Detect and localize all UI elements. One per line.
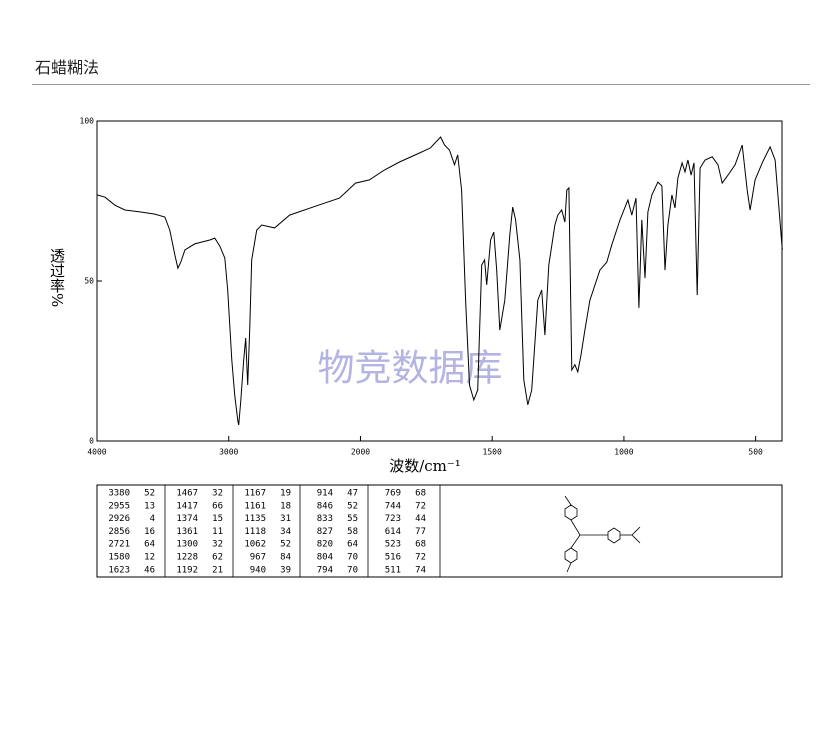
peak-wavenumber: 1167 bbox=[244, 489, 266, 499]
peak-transmittance: 52 bbox=[144, 489, 155, 499]
y-tick-label: 100 bbox=[80, 117, 95, 126]
peak-transmittance: 70 bbox=[347, 565, 358, 575]
y-tick-label: 50 bbox=[84, 277, 94, 286]
peak-transmittance: 84 bbox=[280, 553, 291, 563]
watermark: 物竞数据库 bbox=[318, 347, 503, 390]
peak-wavenumber: 511 bbox=[385, 565, 401, 575]
peak-wavenumber: 804 bbox=[317, 553, 333, 563]
peak-transmittance: 72 bbox=[415, 501, 426, 511]
peak-transmittance: 19 bbox=[280, 489, 291, 499]
peak-transmittance: 15 bbox=[212, 514, 223, 524]
peak-transmittance: 62 bbox=[212, 553, 223, 563]
peak-wavenumber: 846 bbox=[317, 501, 333, 511]
peak-transmittance: 11 bbox=[212, 527, 223, 537]
peak-transmittance: 12 bbox=[144, 553, 155, 563]
peak-transmittance: 39 bbox=[280, 565, 291, 575]
peak-transmittance: 64 bbox=[144, 540, 155, 550]
peak-transmittance: 31 bbox=[280, 514, 291, 524]
peak-wavenumber: 2856 bbox=[108, 527, 130, 537]
peak-wavenumber: 523 bbox=[385, 540, 401, 550]
peak-wavenumber: 1161 bbox=[244, 501, 266, 511]
peak-transmittance: 46 bbox=[144, 565, 155, 575]
peak-wavenumber: 3380 bbox=[108, 489, 130, 499]
peak-transmittance: 68 bbox=[415, 540, 426, 550]
peak-wavenumber: 827 bbox=[317, 527, 333, 537]
peak-transmittance: 21 bbox=[212, 565, 223, 575]
peak-wavenumber: 1192 bbox=[176, 565, 198, 575]
peak-wavenumber: 1300 bbox=[176, 540, 198, 550]
peak-wavenumber: 914 bbox=[317, 489, 333, 499]
table-dividers bbox=[164, 485, 441, 577]
peak-transmittance: 16 bbox=[144, 527, 155, 537]
peak-transmittance: 68 bbox=[415, 489, 426, 499]
x-axis-label: 波数/cm⁻¹ bbox=[389, 457, 461, 475]
peak-transmittance: 77 bbox=[415, 527, 426, 537]
peak-wavenumber: 2721 bbox=[108, 540, 130, 550]
peak-transmittance: 74 bbox=[415, 565, 426, 575]
peak-wavenumber: 516 bbox=[385, 553, 401, 563]
peak-wavenumber: 1580 bbox=[108, 553, 130, 563]
peak-transmittance: 47 bbox=[347, 489, 358, 499]
x-tick-label: 3000 bbox=[219, 448, 238, 457]
y-tick-label: 0 bbox=[89, 437, 94, 446]
peak-wavenumber: 967 bbox=[250, 553, 266, 563]
y-axis-label: 透过率% bbox=[48, 248, 66, 308]
peak-wavenumber: 769 bbox=[385, 489, 401, 499]
peak-transmittance: 32 bbox=[212, 489, 223, 499]
peak-wavenumber: 1467 bbox=[176, 489, 198, 499]
peak-wavenumber: 1361 bbox=[176, 527, 198, 537]
peak-wavenumber: 744 bbox=[385, 501, 401, 511]
peak-transmittance: 72 bbox=[415, 553, 426, 563]
peak-transmittance: 64 bbox=[347, 540, 358, 550]
spectrum-line bbox=[96, 136, 783, 426]
peak-wavenumber: 794 bbox=[317, 565, 333, 575]
peak-wavenumber: 1374 bbox=[176, 514, 198, 524]
peak-transmittance: 66 bbox=[212, 501, 223, 511]
peak-transmittance: 52 bbox=[280, 540, 291, 550]
peak-transmittance: 4 bbox=[150, 514, 155, 524]
page-title: 石蜡糊法 bbox=[35, 58, 100, 77]
peak-transmittance: 34 bbox=[280, 527, 291, 537]
peak-wavenumber: 1623 bbox=[108, 565, 130, 575]
x-tick-label: 1000 bbox=[614, 448, 633, 457]
x-tick-label: 2000 bbox=[351, 448, 370, 457]
peak-wavenumber: 820 bbox=[317, 540, 333, 550]
peak-wavenumber: 1135 bbox=[244, 514, 266, 524]
peak-table bbox=[96, 484, 783, 578]
x-tick-label: 1500 bbox=[483, 448, 502, 457]
peak-wavenumber: 2926 bbox=[108, 514, 130, 524]
peak-wavenumber: 2955 bbox=[108, 501, 130, 511]
structure bbox=[564, 495, 641, 573]
peak-wavenumber: 1417 bbox=[176, 501, 198, 511]
peak-transmittance: 58 bbox=[347, 527, 358, 537]
peak-transmittance: 70 bbox=[347, 553, 358, 563]
peak-wavenumber: 1062 bbox=[244, 540, 266, 550]
peak-transmittance: 44 bbox=[415, 514, 426, 524]
peak-wavenumber: 1228 bbox=[176, 553, 198, 563]
peak-wavenumber: 940 bbox=[250, 565, 266, 575]
peak-transmittance: 13 bbox=[144, 501, 155, 511]
peak-wavenumber: 1118 bbox=[244, 527, 266, 537]
peak-transmittance: 32 bbox=[212, 540, 223, 550]
peak-wavenumber: 833 bbox=[317, 514, 333, 524]
divider bbox=[32, 84, 810, 85]
x-tick-label: 4000 bbox=[87, 448, 106, 457]
peak-transmittance: 55 bbox=[347, 514, 358, 524]
peak-transmittance: 52 bbox=[347, 501, 358, 511]
plot-frame bbox=[96, 120, 783, 442]
peak-transmittance: 18 bbox=[280, 501, 291, 511]
x-tick-label: 500 bbox=[748, 448, 763, 457]
peak-wavenumber: 614 bbox=[385, 527, 401, 537]
peak-wavenumber: 723 bbox=[385, 514, 401, 524]
